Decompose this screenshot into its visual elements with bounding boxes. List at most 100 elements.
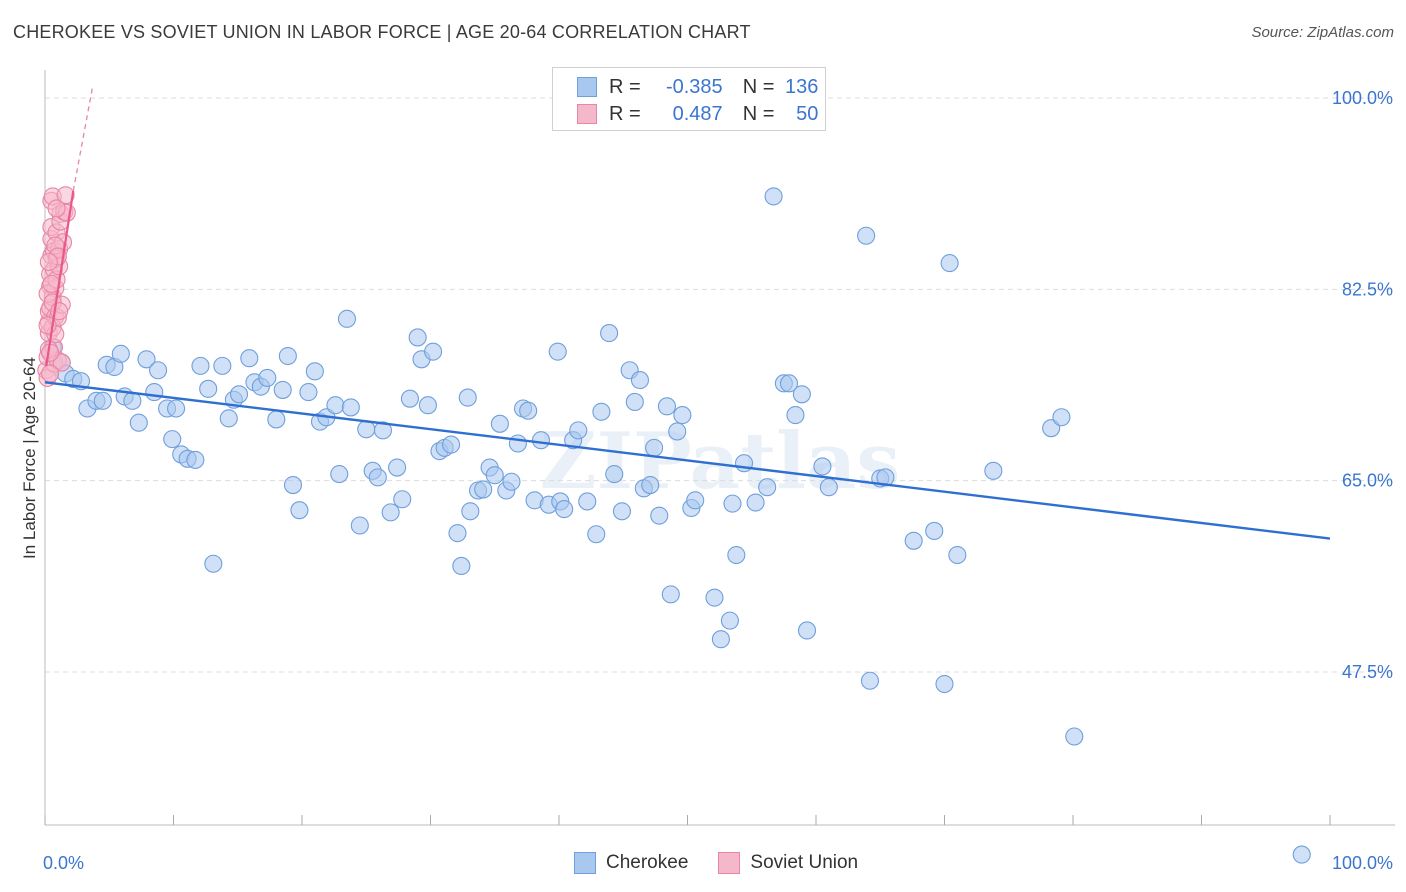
cherokee-point xyxy=(925,521,944,541)
cherokee-point xyxy=(137,350,156,369)
legend-label-cherokee: Cherokee xyxy=(606,852,689,873)
cherokee-point xyxy=(393,490,412,509)
correlation-legend: R = -0.385 N = 136 R = 0.487 N = 50 xyxy=(552,67,826,131)
cherokee-point xyxy=(876,468,895,487)
cherokee-point xyxy=(452,556,471,575)
chart-title: CHEROKEE VS SOVIET UNION IN LABOR FORCE … xyxy=(13,22,751,42)
cherokee-point xyxy=(381,503,400,522)
cherokee-point xyxy=(797,621,817,640)
soviet-union-point xyxy=(47,199,66,218)
cherokee-point xyxy=(587,525,606,544)
cherokee-point xyxy=(686,491,705,510)
cherokee-point xyxy=(199,379,218,398)
cherokee-point xyxy=(258,368,277,387)
cherokee-point xyxy=(819,478,838,497)
soviet-union-point xyxy=(39,252,58,272)
cherokee-point xyxy=(123,391,142,410)
cherokee-point xyxy=(555,500,574,519)
cherokee-point xyxy=(448,524,467,543)
cherokee-point xyxy=(792,385,811,404)
x-tick-label: 100.0% xyxy=(1332,853,1393,873)
y-tick-label: 65.0% xyxy=(1342,471,1393,491)
series-legend: Cherokee Soviet Union xyxy=(574,852,888,874)
soviet-union-point xyxy=(56,186,75,205)
cherokee-point xyxy=(578,492,597,511)
cherokee-point xyxy=(167,399,186,418)
cherokee-point xyxy=(519,401,538,420)
soviet-union-trend-extension xyxy=(72,86,94,192)
cherokee-point xyxy=(418,396,437,415)
cherokee-point xyxy=(111,344,130,363)
cherokee-point xyxy=(779,374,799,393)
cherokee-point xyxy=(330,465,349,484)
cherokee-point xyxy=(673,406,692,425)
cherokee-point xyxy=(229,385,249,404)
cherokee-point xyxy=(373,421,393,440)
cherokee-point xyxy=(267,410,286,429)
n-value: 50 xyxy=(796,102,819,125)
cherokee-point xyxy=(592,402,611,421)
cherokee-point xyxy=(490,414,509,433)
cherokee-point xyxy=(984,461,1003,480)
cherokee-point xyxy=(474,480,493,499)
cherokee-point xyxy=(723,494,742,513)
y-tick-label: 82.5% xyxy=(1342,279,1393,299)
cherokee-point xyxy=(625,392,644,411)
r-value: -0.385 xyxy=(665,75,723,98)
cherokee-point xyxy=(408,328,427,347)
cherokee-swatch xyxy=(577,77,597,97)
cherokee-point xyxy=(461,502,480,521)
cherokee-point xyxy=(548,342,567,361)
cherokee-point xyxy=(940,254,959,273)
cherokee-point xyxy=(442,435,461,454)
cherokee-point xyxy=(149,361,168,380)
soviet-union-swatch xyxy=(718,852,741,874)
cherokee-point xyxy=(727,545,746,565)
cherokee-point xyxy=(129,413,148,432)
r-label: R = xyxy=(609,75,641,98)
cherokee-swatch xyxy=(574,852,596,874)
cherokee-point xyxy=(758,478,777,497)
cherokee-point xyxy=(661,585,680,604)
cherokee-point xyxy=(299,383,318,402)
source-label: Source: ZipAtlas.com xyxy=(1251,24,1394,41)
cherokee-point xyxy=(278,346,297,366)
cherokee-point xyxy=(305,362,324,381)
cherokee-point xyxy=(186,450,205,469)
legend-row-soviet-union: R = 0.487 N = 50 xyxy=(577,102,818,126)
cherokee-point xyxy=(612,502,632,521)
cherokee-point xyxy=(857,226,876,245)
legend-item-cherokee[interactable]: Cherokee xyxy=(574,852,688,874)
cherokee-point xyxy=(508,434,527,453)
cherokee-point xyxy=(668,422,687,441)
legend-label-soviet-union: Soviet Union xyxy=(750,852,859,873)
n-value: 136 xyxy=(785,75,819,98)
cherokee-point xyxy=(204,554,223,573)
cherokee-point xyxy=(860,671,880,690)
cherokee-point xyxy=(705,588,724,607)
n-label: N = xyxy=(742,102,775,125)
cherokee-point xyxy=(163,430,182,449)
cherokee-point xyxy=(273,380,292,399)
cherokee-point xyxy=(1292,845,1311,864)
watermark: ZIPatlas xyxy=(540,416,901,507)
y-tick-label: 47.5% xyxy=(1342,662,1393,682)
cherokee-point xyxy=(458,388,477,407)
cherokee-point xyxy=(786,406,805,425)
cherokee-point xyxy=(240,349,259,368)
cherokee-point xyxy=(400,389,419,408)
cherokee-point xyxy=(948,545,967,565)
cherokee-point xyxy=(746,493,765,512)
cherokee-point xyxy=(605,465,624,484)
cherokee-point xyxy=(191,356,210,375)
cherokee-point xyxy=(350,516,369,535)
cherokee-point xyxy=(720,611,739,630)
n-label: N = xyxy=(742,75,775,98)
cherokee-point xyxy=(283,475,303,495)
cherokee-point xyxy=(531,431,551,450)
cherokee-point xyxy=(341,398,360,417)
cherokee-point xyxy=(357,420,376,439)
legend-item-soviet-union[interactable]: Soviet Union xyxy=(718,852,858,874)
cherokee-point xyxy=(1065,727,1084,746)
